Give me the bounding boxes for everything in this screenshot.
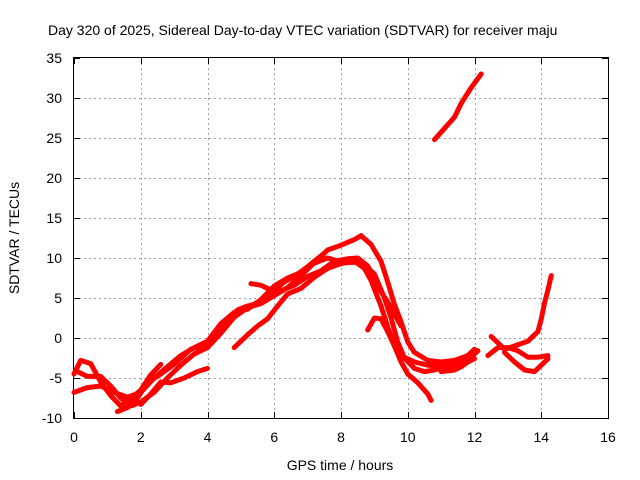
x-axis-label: GPS time / hours xyxy=(287,457,394,473)
y-tick-label: -10 xyxy=(42,410,62,426)
plot-frame xyxy=(73,57,609,419)
y-tick-label: 10 xyxy=(46,250,62,266)
data-series xyxy=(71,71,554,415)
y-tick-label: 15 xyxy=(46,210,62,226)
series-track-13 xyxy=(438,348,481,375)
series-track-6 xyxy=(231,258,434,403)
series-track-5 xyxy=(138,365,210,407)
x-tick-label: 16 xyxy=(600,429,616,445)
y-axis-label: SDTVAR / TECUs xyxy=(6,182,22,294)
y-tick-label: 5 xyxy=(54,290,62,306)
series-track-12 xyxy=(502,349,551,375)
series-track-7 xyxy=(248,255,404,329)
y-tick-label: -5 xyxy=(50,370,63,386)
x-tick-label: 4 xyxy=(204,429,212,445)
y-tick-label: 0 xyxy=(54,330,62,346)
x-tick-label: 8 xyxy=(337,429,345,445)
series-track-9 xyxy=(432,71,484,143)
y-tick-label: 35 xyxy=(46,50,62,66)
x-tick-label: 6 xyxy=(270,429,278,445)
x-tick-label: 0 xyxy=(70,429,78,445)
series-track-2 xyxy=(71,250,327,400)
x-tick-label: 12 xyxy=(467,429,483,445)
y-tick-label: 25 xyxy=(46,130,62,146)
axis-ticks: 0 2 4 6 8 10 12 14 16 -10 -5 0 5 10 15 20 25 30 35 xyxy=(42,50,616,445)
series-track-8 xyxy=(365,315,481,369)
y-tick-label: 20 xyxy=(46,170,62,186)
y-tick-label: 30 xyxy=(46,90,62,106)
series-track-4 xyxy=(114,255,477,415)
x-tick-label: 10 xyxy=(400,429,416,445)
series-track-11 xyxy=(485,345,551,360)
grid xyxy=(74,58,608,418)
x-tick-label: 2 xyxy=(137,429,145,445)
x-tick-label: 14 xyxy=(533,429,549,445)
chart-title: Day 320 of 2025, Sidereal Day-to-day VTE… xyxy=(48,22,557,38)
